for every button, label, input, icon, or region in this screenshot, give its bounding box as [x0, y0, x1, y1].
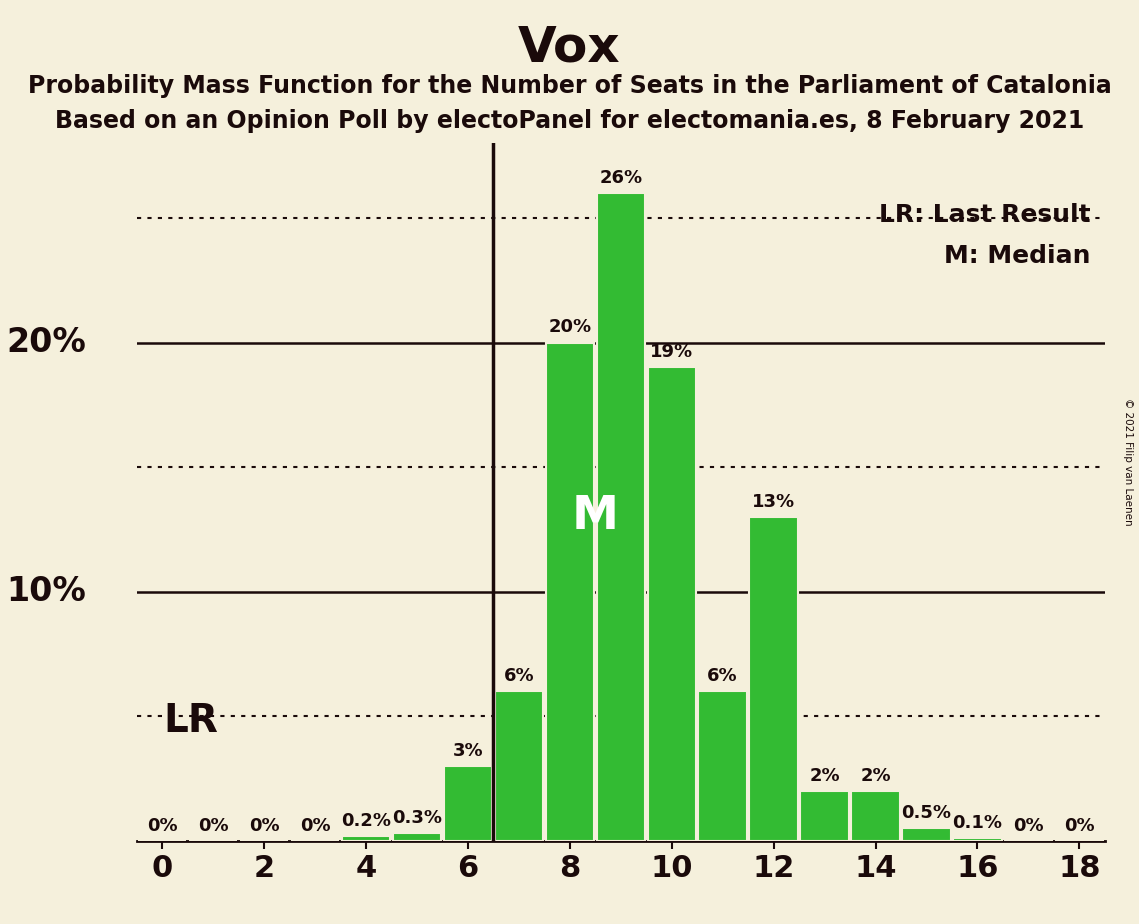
Bar — [342, 836, 391, 841]
Bar — [902, 829, 951, 841]
Bar — [953, 838, 1001, 841]
Bar — [647, 368, 696, 841]
Text: 20%: 20% — [548, 318, 591, 336]
Text: 2%: 2% — [860, 767, 891, 784]
Text: 0.5%: 0.5% — [901, 804, 951, 822]
Text: LR: LR — [163, 702, 218, 740]
Text: Based on an Opinion Poll by electoPanel for electomania.es, 8 February 2021: Based on an Opinion Poll by electoPanel … — [55, 109, 1084, 133]
Text: M: M — [572, 494, 618, 540]
Bar — [851, 791, 900, 841]
Text: 0%: 0% — [147, 817, 178, 834]
Text: M: Median: M: Median — [944, 244, 1090, 268]
Text: 13%: 13% — [752, 492, 795, 511]
Text: 2%: 2% — [810, 767, 839, 784]
Bar — [597, 193, 645, 841]
Text: LR: Last Result: LR: Last Result — [878, 202, 1090, 226]
Text: 0.1%: 0.1% — [952, 814, 1002, 833]
Text: 26%: 26% — [599, 169, 642, 187]
Text: 0%: 0% — [1013, 817, 1043, 834]
Text: 6%: 6% — [503, 667, 534, 685]
Text: 0%: 0% — [248, 817, 279, 834]
Text: Vox: Vox — [518, 23, 621, 71]
Text: 0%: 0% — [300, 817, 330, 834]
Text: 0%: 0% — [198, 817, 229, 834]
Text: 0.2%: 0.2% — [341, 811, 391, 830]
Text: 3%: 3% — [452, 742, 483, 760]
Text: 0.3%: 0.3% — [392, 809, 442, 827]
Bar — [444, 766, 492, 841]
Text: 0%: 0% — [1064, 817, 1095, 834]
Text: 10%: 10% — [6, 575, 85, 608]
Bar — [393, 833, 441, 841]
Text: Probability Mass Function for the Number of Seats in the Parliament of Catalonia: Probability Mass Function for the Number… — [27, 74, 1112, 98]
Text: 6%: 6% — [707, 667, 738, 685]
Text: © 2021 Filip van Laenen: © 2021 Filip van Laenen — [1123, 398, 1132, 526]
Bar — [801, 791, 849, 841]
Text: 20%: 20% — [6, 326, 85, 359]
Bar — [546, 343, 595, 841]
Bar — [698, 691, 747, 841]
Text: 19%: 19% — [650, 343, 694, 361]
Bar — [749, 517, 797, 841]
Bar — [494, 691, 543, 841]
